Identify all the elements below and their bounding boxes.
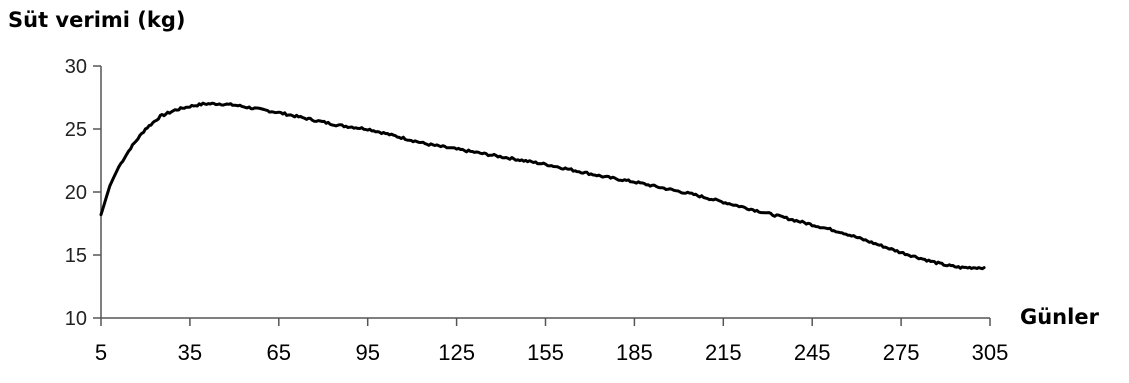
x-tick-label: 125 [438, 340, 475, 365]
x-tick-label: 245 [794, 340, 831, 365]
x-tick-label: 95 [355, 340, 379, 365]
x-tick-label: 185 [616, 340, 653, 365]
x-tick-label: 65 [267, 340, 291, 365]
x-axis-label: Günler [1020, 305, 1100, 329]
series-line [99, 101, 986, 271]
x-tick-label: 275 [883, 340, 920, 365]
y-tick-label: 15 [65, 245, 87, 267]
y-ticks-group: 10 15 20 25 30 [65, 56, 101, 330]
x-tick-label: 35 [178, 340, 202, 365]
y-tick-label: 20 [65, 182, 87, 204]
y-tick-label: 25 [65, 119, 87, 141]
x-tick-label: 155 [527, 340, 564, 365]
y-tick-label: 10 [65, 308, 87, 330]
y-axis-label: Süt verimi (kg) [8, 8, 186, 32]
y-tick-label: 30 [65, 56, 87, 78]
x-tick-label: 305 [972, 340, 1009, 365]
series-layer [99, 101, 986, 271]
x-tick-label: 215 [705, 340, 742, 365]
x-tick-label: 5 [95, 340, 107, 365]
x-ticks-group: 5 35 65 95 125 155 185 215 245 275 305 [95, 318, 1008, 365]
